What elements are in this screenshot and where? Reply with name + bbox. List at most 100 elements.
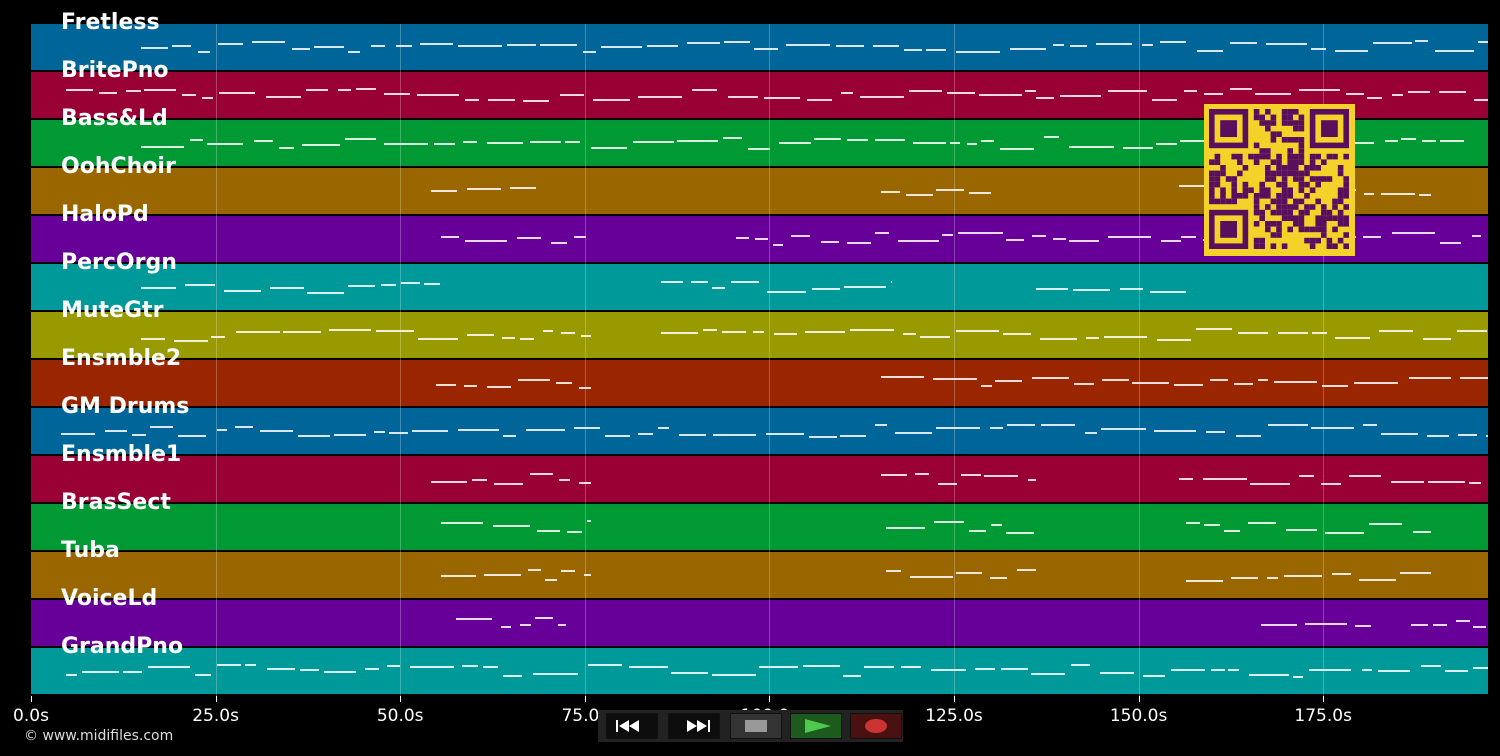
midi-note bbox=[487, 99, 515, 101]
midi-note bbox=[1179, 185, 1215, 187]
midi-note bbox=[269, 287, 304, 289]
midi-note bbox=[141, 287, 176, 289]
midi-note bbox=[600, 46, 642, 48]
midi-note bbox=[843, 286, 886, 288]
record-button[interactable] bbox=[850, 713, 902, 739]
midi-note bbox=[1036, 288, 1069, 290]
midi-note bbox=[1122, 147, 1153, 149]
midi-note bbox=[786, 44, 830, 46]
track-label: Bass&Ld bbox=[61, 106, 168, 131]
midi-note bbox=[545, 579, 557, 581]
midi-note bbox=[1362, 236, 1382, 238]
midi-note bbox=[1485, 435, 1488, 437]
midi-note bbox=[251, 41, 285, 43]
play-button[interactable] bbox=[790, 713, 842, 739]
midi-note bbox=[791, 235, 811, 237]
midi-note bbox=[755, 238, 769, 240]
midi-note bbox=[691, 281, 708, 283]
midi-note bbox=[1031, 673, 1065, 675]
midi-note bbox=[462, 141, 478, 143]
midi-note bbox=[1391, 94, 1403, 96]
midi-note bbox=[173, 340, 209, 342]
track-lane bbox=[31, 264, 1488, 312]
midi-note bbox=[779, 142, 811, 144]
midi-note bbox=[836, 45, 864, 47]
axis-tick bbox=[1323, 696, 1325, 702]
midi-note bbox=[913, 142, 947, 144]
midi-note bbox=[1255, 93, 1292, 95]
midi-note bbox=[703, 329, 718, 331]
midi-note bbox=[517, 379, 550, 381]
midi-note bbox=[559, 479, 570, 481]
midi-note bbox=[849, 329, 894, 331]
midi-note bbox=[1472, 235, 1481, 237]
midi-note bbox=[567, 531, 582, 533]
midi-note bbox=[66, 89, 94, 91]
midi-note bbox=[936, 427, 980, 429]
midi-note bbox=[234, 426, 254, 428]
axis-tick-label: 150.0s bbox=[1109, 706, 1168, 726]
midi-note bbox=[909, 576, 953, 578]
midi-note bbox=[1152, 99, 1177, 101]
midi-note bbox=[105, 430, 128, 432]
midi-note bbox=[658, 427, 670, 429]
play-icon bbox=[805, 719, 831, 733]
midi-note bbox=[523, 100, 550, 102]
axis-tick-label: 125.0s bbox=[925, 706, 983, 726]
midi-note bbox=[1325, 532, 1365, 534]
axis-tick-label: 175.0s bbox=[1294, 706, 1352, 726]
midi-note bbox=[1195, 328, 1233, 330]
midi-note bbox=[486, 142, 523, 144]
midi-note bbox=[966, 143, 977, 145]
midi-note bbox=[302, 144, 340, 146]
midi-note bbox=[560, 332, 575, 334]
midi-note bbox=[1210, 379, 1229, 381]
midi-note bbox=[633, 141, 674, 143]
midi-note bbox=[1071, 664, 1091, 666]
midi-note bbox=[1310, 48, 1327, 50]
midi-note bbox=[1203, 524, 1221, 526]
midi-note bbox=[1072, 289, 1111, 291]
midi-note bbox=[1321, 483, 1341, 485]
midi-note bbox=[1204, 93, 1224, 95]
track-label: MuteGtr bbox=[61, 298, 164, 323]
midi-note bbox=[1181, 236, 1196, 238]
midi-note bbox=[1202, 478, 1248, 480]
rewind-button[interactable] bbox=[606, 713, 658, 739]
midi-note bbox=[418, 338, 458, 340]
midi-note bbox=[969, 530, 986, 532]
midi-note bbox=[82, 671, 120, 673]
midi-note bbox=[873, 45, 899, 47]
track-label: Ensmble2 bbox=[61, 346, 182, 371]
midi-note bbox=[1180, 140, 1213, 142]
track-lane bbox=[31, 408, 1488, 456]
midi-note bbox=[1266, 43, 1308, 45]
midi-note bbox=[1361, 669, 1372, 671]
midi-note bbox=[1292, 676, 1304, 678]
midi-note bbox=[989, 577, 1007, 579]
midi-note bbox=[370, 45, 386, 47]
midi-note bbox=[197, 51, 211, 53]
midi-note bbox=[516, 237, 542, 239]
stop-button[interactable] bbox=[730, 713, 782, 739]
midi-note bbox=[957, 232, 1003, 234]
midi-note bbox=[1025, 90, 1036, 92]
midi-note bbox=[1411, 624, 1428, 626]
midi-note bbox=[410, 666, 455, 668]
midi-note bbox=[556, 382, 573, 384]
fast-forward-button[interactable] bbox=[668, 713, 720, 739]
midi-note bbox=[637, 433, 653, 435]
midi-note bbox=[1043, 136, 1060, 138]
midi-note bbox=[686, 42, 720, 44]
midi-note bbox=[774, 333, 797, 335]
midi-note bbox=[1017, 569, 1036, 571]
midi-note bbox=[766, 291, 806, 293]
midi-note bbox=[185, 284, 215, 286]
midi-note bbox=[291, 48, 310, 50]
midi-note bbox=[530, 473, 553, 475]
midi-note bbox=[955, 51, 1000, 53]
midi-note bbox=[419, 43, 454, 45]
midi-note bbox=[574, 427, 601, 429]
midi-note bbox=[530, 141, 562, 143]
midi-note bbox=[802, 665, 840, 667]
